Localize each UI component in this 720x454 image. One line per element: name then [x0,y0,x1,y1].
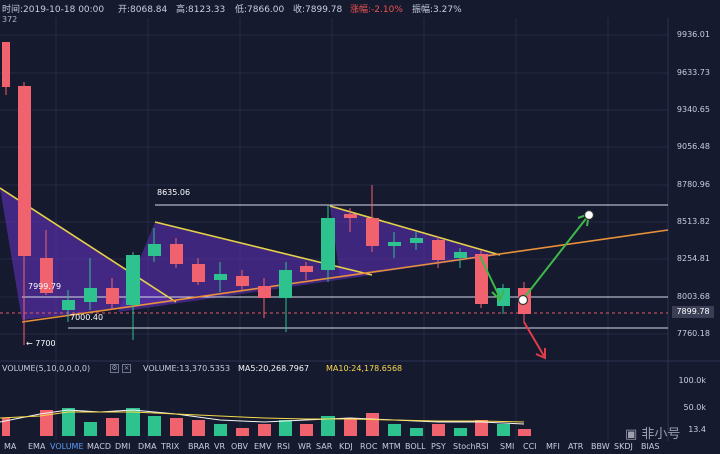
tab-rsi[interactable]: RSI [277,442,290,451]
price-axis-label: 8254.81 [676,254,710,263]
amplitude-label: 振幅:3.27% [412,5,462,15]
volume-ma10-label: MA10:24,178.6568 [326,364,403,373]
tab-wr[interactable]: WR [298,442,312,451]
level-label-low: 7000.40 [70,313,104,322]
volume-ma5-label: MA5:20,268.7967 [238,364,310,373]
tab-volume[interactable]: VOLUME [50,442,84,451]
tab-brar[interactable]: BRAR [188,442,210,451]
tab-ema[interactable]: EMA [28,442,46,451]
trend-line-right [329,205,501,256]
tab-macd[interactable]: MACD [87,442,111,451]
tab-roc[interactable]: ROC [360,442,378,451]
volume-ma10-line [0,411,525,423]
volume-ma5-line [0,409,525,425]
tab-bbw[interactable]: BBW [591,442,610,451]
price-axis-label: 8780.96 [676,180,710,189]
watermark-logo: ▣ 非小号 [625,423,680,442]
close-icon[interactable]: × [122,364,131,373]
volume-value-label: VOLUME:13,370.5353 [143,364,231,373]
watermark-text: 非小号 [641,427,681,442]
price-axis-label: 7760.18 [676,329,710,338]
price-axis-label: 9056.48 [676,142,710,151]
target-marker-high [583,209,595,221]
settings-icon[interactable]: ⚙ [110,364,119,373]
tab-boll[interactable]: BOLL [405,442,426,451]
projection-arrows [479,212,591,360]
tab-ma[interactable]: MA [4,442,17,451]
price-axis-label: 8513.82 [676,217,710,226]
tab-bias[interactable]: BIAS [641,442,660,451]
tab-mfi[interactable]: MFI [546,442,560,451]
volume-axis-label: 100.0k [678,376,706,385]
tab-kdj[interactable]: KDJ [339,442,353,451]
price-axis-label: 9633.73 [676,68,710,77]
change-label: 涨幅:-2.10% [350,5,403,15]
tab-dmi[interactable]: DMI [115,442,131,451]
open-label: 开:8068.84 [118,5,168,15]
tab-dma[interactable]: DMA [138,442,157,451]
level-label-high: 8635.06 [157,188,191,197]
tab-emv[interactable]: EMV [254,442,272,451]
tab-sar[interactable]: SAR [316,442,333,451]
candles [2,42,531,345]
level-label-mid: 7999.79 [28,282,62,291]
tab-obv[interactable]: OBV [231,442,249,451]
target-marker-low [517,294,529,306]
tab-atr[interactable]: ATR [568,442,584,451]
current-price-tag: 7899.78 [672,306,714,318]
price-axis-label: 8003.68 [676,292,710,301]
high-label: 高:8123.33 [176,5,226,15]
tab-psy[interactable]: PSY [431,442,446,451]
indicator-tabs: MA EMA VOLUME MACD DMI DMA TRIX BRAR VR … [0,441,720,454]
arrow-label-7700: ← 7700 [26,339,56,348]
volume-axis-label: 50.0k [683,403,706,412]
low-label: 低:7866.00 [235,5,285,15]
close-label: 收:7899.78 [293,5,343,15]
tab-smi[interactable]: SMI [500,442,515,451]
watermark-icon: ▣ [625,427,642,442]
tab-trix[interactable]: TRIX [161,442,180,451]
volume-axis-unit: 13.4 [688,425,706,434]
tab-cci[interactable]: CCI [523,442,537,451]
tab-stochrsi[interactable]: StochRSI [453,442,489,451]
support-trendline [21,229,669,323]
price-axis-label: 9936.01 [676,30,710,39]
ohlc-info-bar: 时间:2019-10-18 00:00 开:8068.84 高:8123.33 … [0,0,720,16]
trend-line-middle [154,221,373,276]
tab-skdj[interactable]: SKDJ [614,442,633,451]
sub-value-label: 372 [2,15,18,24]
price-axis-label: 9340.65 [676,105,710,114]
tab-mtm[interactable]: MTM [382,442,401,451]
volume-indicator-label[interactable]: VOLUME(5,10,0,0,0,0) [2,364,91,373]
tab-vr[interactable]: VR [214,442,226,451]
time-label: 时间:2019-10-18 00:00 [2,5,105,15]
